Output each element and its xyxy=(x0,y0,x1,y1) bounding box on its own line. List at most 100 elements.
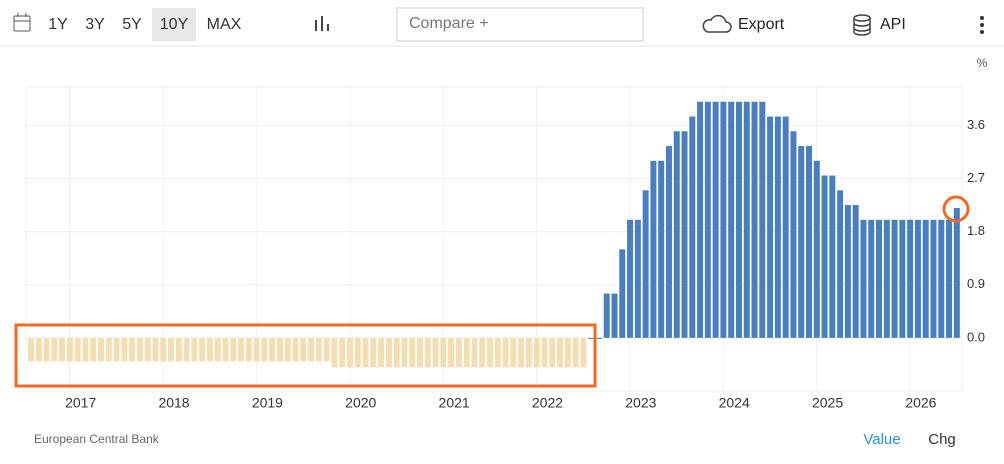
bar xyxy=(946,219,953,338)
bar xyxy=(105,337,112,362)
bar xyxy=(269,337,276,362)
bar xyxy=(370,337,377,368)
bar xyxy=(66,337,73,362)
bar xyxy=(253,337,260,362)
bar xyxy=(206,337,213,362)
api-button[interactable]: API xyxy=(880,16,906,33)
bar xyxy=(891,219,898,338)
bar xyxy=(580,337,587,368)
bar xyxy=(665,146,672,338)
bar xyxy=(284,337,291,362)
bar xyxy=(113,337,120,362)
bar xyxy=(619,249,626,338)
bar xyxy=(463,337,470,368)
x-tick-label: 2024 xyxy=(719,395,750,411)
bar xyxy=(595,337,602,339)
bar xyxy=(276,337,283,362)
bar xyxy=(43,337,50,362)
range-button[interactable]: MAX xyxy=(207,16,242,33)
bar xyxy=(144,337,151,362)
bar xyxy=(378,337,385,368)
x-tick-label: 2023 xyxy=(625,395,656,411)
bar xyxy=(852,205,859,338)
bar xyxy=(432,337,439,368)
bar xyxy=(238,337,245,362)
bar xyxy=(35,337,42,362)
x-tick-label: 2025 xyxy=(812,395,843,411)
highlight-box xyxy=(14,323,597,388)
bar xyxy=(440,337,447,368)
bar xyxy=(564,337,571,368)
compare-input[interactable] xyxy=(396,7,644,42)
bar xyxy=(673,131,680,338)
bar xyxy=(813,160,820,338)
bar xyxy=(191,337,198,362)
bar xyxy=(767,116,774,338)
range-button[interactable]: 1Y xyxy=(48,16,68,33)
range-button[interactable]: 5Y xyxy=(122,16,142,33)
unit-label: % xyxy=(977,56,988,70)
api-icon[interactable] xyxy=(853,14,871,36)
export-button[interactable]: Export xyxy=(738,16,785,33)
bar xyxy=(689,116,696,338)
bar xyxy=(308,337,315,362)
bar xyxy=(549,337,556,368)
bar xyxy=(782,116,789,338)
x-tick-label: 2021 xyxy=(439,395,470,411)
bar xyxy=(930,219,937,338)
bar xyxy=(860,219,867,338)
bar xyxy=(168,337,175,362)
x-tick-label: 2019 xyxy=(252,395,283,411)
plot-area xyxy=(25,86,963,392)
bar xyxy=(424,337,431,368)
y-tick-label: 0.9 xyxy=(967,276,985,291)
more-menu[interactable] xyxy=(980,16,984,34)
bar xyxy=(588,337,595,339)
bar xyxy=(953,208,960,338)
bar xyxy=(90,337,97,362)
bar xyxy=(494,337,501,368)
bar xyxy=(261,337,268,362)
bar xyxy=(28,337,34,362)
footer-tab[interactable]: Value xyxy=(863,431,900,448)
bar xyxy=(393,337,400,368)
bar xyxy=(152,337,159,362)
footer-tab[interactable]: Chg xyxy=(928,431,956,448)
bar xyxy=(611,293,618,338)
bar xyxy=(899,219,906,338)
bar xyxy=(214,337,221,362)
bar xyxy=(292,337,299,362)
bar xyxy=(183,337,190,362)
bar xyxy=(479,337,486,368)
bar xyxy=(844,205,851,338)
bar xyxy=(409,337,416,368)
bar xyxy=(642,190,649,338)
source: European Central Bank xyxy=(34,432,160,446)
bar xyxy=(51,337,58,362)
bar xyxy=(525,337,532,368)
bar xyxy=(681,131,688,338)
bar xyxy=(876,219,883,338)
labels: 0.0 0.9 1.8 2.7 3.6 2017 2018 2019 2020 2021 2022 2… xyxy=(65,117,985,411)
range-button[interactable]: 10Y xyxy=(160,16,189,33)
bar xyxy=(697,101,704,338)
calendar-icon[interactable] xyxy=(13,13,31,32)
bar xyxy=(798,146,805,338)
bar xyxy=(448,337,455,368)
export-icon[interactable] xyxy=(702,14,732,33)
bar xyxy=(806,146,812,338)
x-tick-label: 2020 xyxy=(345,395,376,411)
bar xyxy=(868,219,875,338)
range-button[interactable]: 3Y xyxy=(85,16,105,33)
bar xyxy=(541,337,548,368)
chart-type-icon[interactable] xyxy=(315,16,329,31)
bar xyxy=(346,337,353,368)
bar xyxy=(222,337,229,362)
range-buttons: 1Y 3Y 5Y 10Y MAX xyxy=(48,8,242,41)
bar xyxy=(98,337,105,362)
bar xyxy=(245,337,252,362)
bar xyxy=(922,219,929,338)
bar xyxy=(829,175,836,338)
y-tick-label: 2.7 xyxy=(967,170,985,185)
bar xyxy=(362,337,369,368)
